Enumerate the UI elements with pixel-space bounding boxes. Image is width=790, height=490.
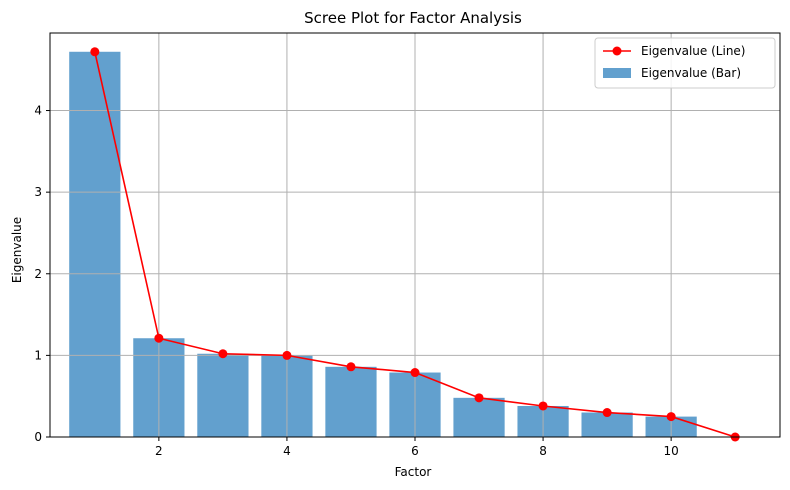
y-axis-label: Eigenvalue [10,217,24,283]
x-tick-label: 4 [283,444,291,458]
bar-7 [453,397,505,437]
line-point-3 [218,349,228,359]
y-tick-label: 4 [34,104,42,118]
x-axis-label: Factor [395,465,432,479]
line-point-5 [346,362,356,372]
line-series [90,47,740,442]
chart-title: Scree Plot for Factor Analysis [304,9,522,27]
y-tick-label: 1 [34,348,42,362]
line-point-9 [602,408,612,418]
legend-bar-label: Eigenvalue (Bar) [641,66,741,80]
line-point-7 [474,393,484,403]
line-point-1 [90,47,100,57]
bar-5 [325,366,377,437]
legend-box [594,37,776,89]
y-tick-label: 2 [34,267,42,281]
legend-line-label: Eigenvalue (Line) [641,44,745,58]
x-tick-label: 8 [539,444,547,458]
x-tick-label: 6 [411,444,419,458]
line-point-10 [666,412,676,422]
line-point-4 [282,350,292,360]
x-tick-label: 2 [155,444,163,458]
bar-1 [69,51,121,437]
bar-series [69,51,697,437]
axis-ticks: 2 4 6 8 10 0 1 2 3 4 [34,104,678,458]
legend-bar-swatch [603,68,631,78]
line-point-8 [538,401,548,411]
bar-3 [197,353,249,437]
legend-line-marker [612,46,622,56]
y-tick-label: 3 [34,185,42,199]
line-point-2 [154,333,164,343]
y-tick-label: 0 [34,430,42,444]
legend: Eigenvalue (Line) Eigenvalue (Bar) [594,37,776,89]
line-point-6 [410,368,420,378]
x-tick-label: 10 [663,444,678,458]
